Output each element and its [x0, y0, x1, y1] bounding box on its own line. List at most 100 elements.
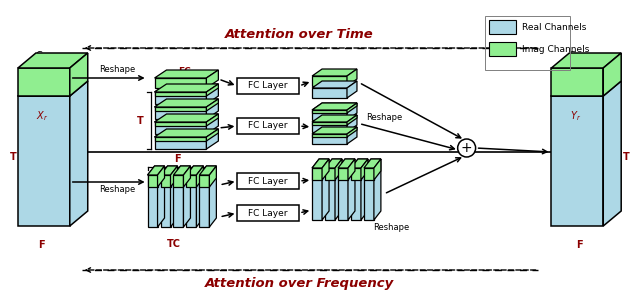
Polygon shape [347, 127, 357, 137]
Polygon shape [154, 122, 207, 126]
Text: FC Layer: FC Layer [248, 122, 288, 130]
Polygon shape [322, 159, 329, 220]
Polygon shape [173, 166, 190, 175]
FancyBboxPatch shape [238, 78, 299, 94]
Polygon shape [361, 159, 368, 180]
Polygon shape [335, 159, 342, 180]
Polygon shape [312, 69, 357, 76]
Text: TC: TC [167, 239, 181, 249]
Polygon shape [348, 159, 355, 180]
Text: F: F [174, 154, 180, 164]
Text: C: C [569, 51, 576, 61]
Polygon shape [200, 166, 216, 175]
Polygon shape [338, 168, 348, 180]
Polygon shape [154, 114, 219, 122]
Polygon shape [171, 166, 178, 187]
Text: T: T [9, 152, 16, 162]
Polygon shape [374, 159, 381, 180]
Polygon shape [347, 103, 357, 113]
Polygon shape [147, 175, 158, 227]
Polygon shape [351, 168, 361, 180]
Circle shape [457, 139, 476, 157]
Polygon shape [361, 159, 368, 220]
Text: X$_r$: X$_r$ [36, 109, 48, 123]
Polygon shape [207, 84, 219, 104]
Polygon shape [347, 81, 357, 98]
Polygon shape [312, 103, 357, 110]
Polygon shape [154, 114, 219, 122]
Polygon shape [161, 175, 171, 187]
Polygon shape [207, 129, 219, 149]
Polygon shape [312, 134, 347, 137]
Polygon shape [312, 110, 347, 113]
Polygon shape [335, 159, 342, 220]
Polygon shape [312, 168, 322, 180]
Polygon shape [207, 99, 219, 111]
Polygon shape [200, 175, 209, 187]
Polygon shape [312, 88, 347, 98]
Polygon shape [154, 137, 207, 141]
Polygon shape [322, 159, 329, 180]
Polygon shape [347, 69, 357, 86]
Polygon shape [200, 166, 216, 175]
Polygon shape [364, 168, 374, 180]
Text: FC Layer: FC Layer [248, 81, 288, 91]
Text: F: F [38, 240, 45, 250]
Polygon shape [312, 122, 347, 132]
Polygon shape [154, 129, 219, 137]
Polygon shape [312, 76, 347, 86]
Text: Y$_r$: Y$_r$ [570, 109, 581, 123]
Polygon shape [158, 166, 164, 187]
FancyBboxPatch shape [489, 42, 517, 56]
Text: Attention over Time: Attention over Time [225, 27, 374, 40]
Polygon shape [312, 110, 347, 120]
Polygon shape [312, 127, 357, 134]
Polygon shape [207, 84, 219, 96]
Polygon shape [551, 53, 621, 68]
Polygon shape [338, 159, 355, 168]
Polygon shape [158, 166, 164, 227]
Polygon shape [312, 115, 357, 122]
Polygon shape [209, 166, 216, 227]
Polygon shape [325, 168, 335, 220]
Polygon shape [161, 166, 178, 175]
Polygon shape [154, 84, 219, 92]
Text: Reshape: Reshape [100, 185, 136, 194]
Polygon shape [154, 137, 207, 149]
FancyBboxPatch shape [238, 205, 299, 221]
Polygon shape [147, 166, 164, 175]
Polygon shape [347, 115, 357, 132]
Polygon shape [207, 70, 219, 88]
Polygon shape [147, 175, 158, 187]
Polygon shape [154, 84, 219, 92]
Polygon shape [173, 166, 190, 175]
Polygon shape [173, 175, 183, 187]
Text: FC Layer: FC Layer [248, 177, 288, 185]
Polygon shape [551, 68, 604, 96]
Polygon shape [154, 107, 207, 119]
Polygon shape [604, 53, 621, 96]
Polygon shape [18, 68, 70, 96]
Polygon shape [338, 168, 348, 220]
Polygon shape [171, 166, 178, 227]
Polygon shape [325, 159, 342, 168]
Text: Imag Channels: Imag Channels [522, 44, 590, 54]
Polygon shape [347, 103, 357, 120]
Polygon shape [551, 96, 604, 226]
Text: F: F [576, 240, 583, 250]
Polygon shape [154, 78, 207, 88]
Polygon shape [374, 159, 381, 220]
Polygon shape [351, 159, 368, 168]
Polygon shape [183, 166, 190, 227]
Text: T: T [623, 152, 629, 162]
Text: Attention over Frequency: Attention over Frequency [205, 277, 394, 289]
Polygon shape [347, 115, 357, 125]
Polygon shape [173, 175, 183, 227]
Text: FC: FC [178, 67, 191, 77]
Polygon shape [351, 168, 361, 220]
Polygon shape [312, 103, 357, 110]
Polygon shape [154, 92, 207, 96]
Polygon shape [312, 159, 329, 168]
Polygon shape [364, 168, 374, 220]
Polygon shape [18, 53, 88, 68]
